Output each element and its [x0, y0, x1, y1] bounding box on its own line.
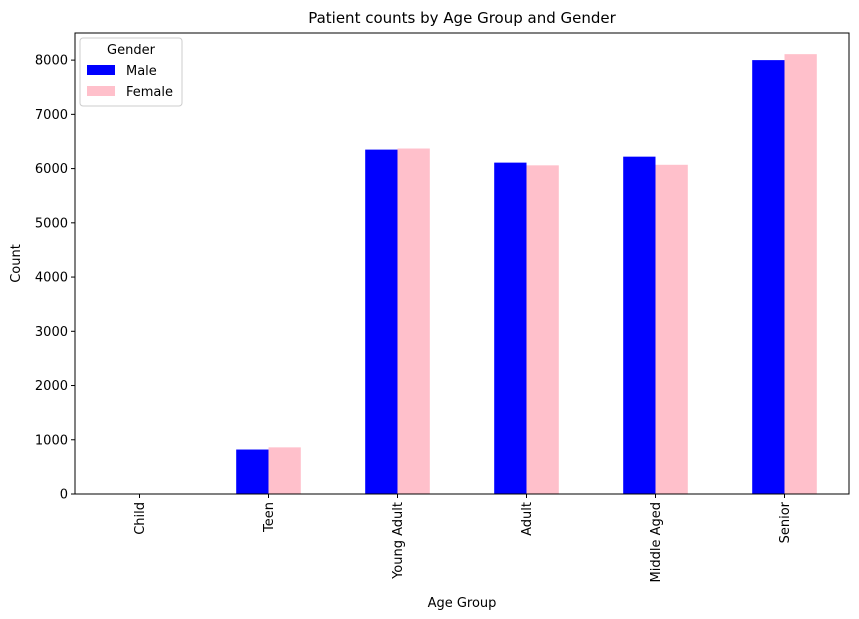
y-tick-label: 3000: [35, 325, 68, 340]
y-tick-label: 7000: [35, 108, 68, 123]
x-tick-label: Young Adult: [391, 502, 406, 580]
bar-male-young-adult: [365, 149, 398, 494]
legend-label-female: Female: [126, 85, 173, 100]
x-tick-label: Teen: [262, 502, 277, 533]
bar-male-middle-aged: [623, 156, 656, 494]
y-tick-label: 2000: [35, 379, 68, 394]
y-tick-label: 1000: [35, 433, 68, 448]
bar-male-adult: [494, 162, 527, 494]
bar-female-young-adult: [397, 148, 430, 494]
x-axis-label: Age Group: [428, 596, 497, 611]
y-tick-label: 0: [60, 488, 68, 503]
bar-male-senior: [752, 60, 785, 494]
chart-title: Patient counts by Age Group and Gender: [308, 9, 616, 27]
bar-female-middle-aged: [655, 164, 688, 495]
legend-swatch-female: [87, 86, 115, 96]
bar-male-teen: [236, 449, 269, 494]
y-axis-ticks: 0 1000 2000 3000 4000 5000 6000 7000 8000: [35, 54, 75, 503]
y-tick-label: 8000: [35, 54, 68, 69]
x-tick-label: Middle Aged: [649, 502, 664, 582]
legend-label-male: Male: [126, 64, 157, 79]
y-tick-label: 6000: [35, 162, 68, 177]
x-tick-label: Adult: [520, 502, 535, 536]
legend-title: Gender: [107, 43, 156, 58]
y-axis-label: Count: [9, 244, 24, 283]
bar-female-adult: [526, 165, 559, 495]
bars-group: [236, 54, 817, 495]
y-tick-label: 4000: [35, 271, 68, 286]
plot-frame: [74, 32, 850, 495]
legend: Gender Male Female: [79, 37, 183, 107]
bar-female-teen: [268, 447, 301, 494]
x-tick-label: Senior: [778, 501, 793, 543]
x-tick-label: Child: [133, 502, 148, 535]
bar-female-senior: [784, 54, 817, 494]
x-axis-ticks: Child Teen Young Adult Adult Middle Aged Seni…: [133, 494, 793, 582]
y-tick-label: 5000: [35, 216, 68, 231]
legend-swatch-male: [87, 65, 115, 75]
